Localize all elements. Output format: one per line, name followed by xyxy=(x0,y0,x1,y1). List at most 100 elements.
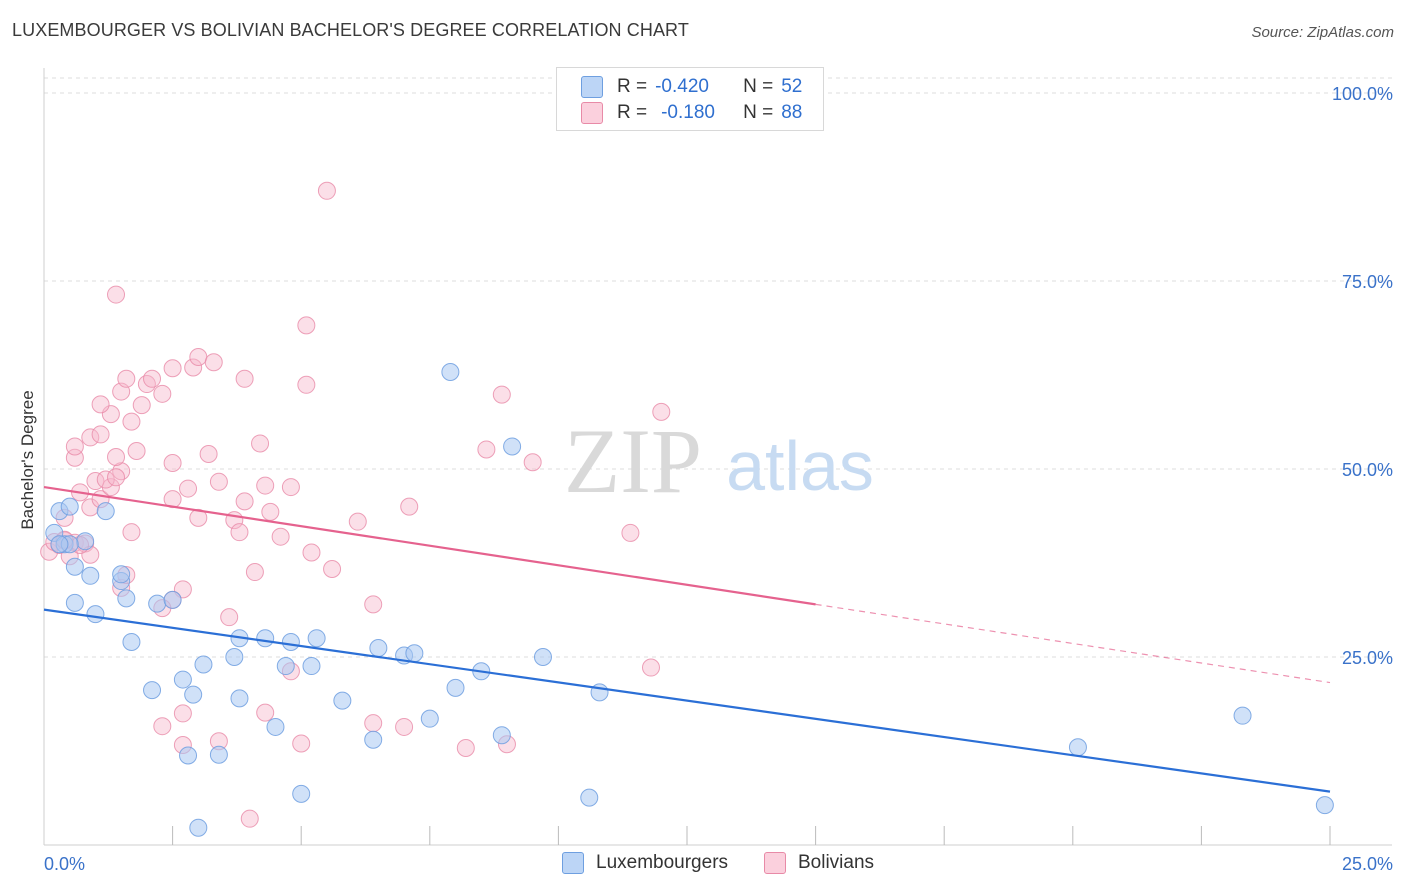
legend-n-value: 52 xyxy=(781,76,803,97)
bolivian-point xyxy=(107,447,126,466)
bolivian-point xyxy=(112,462,131,481)
series-name-bolivians: Bolivians xyxy=(798,852,875,873)
luxembourger-point xyxy=(179,746,198,765)
legend-swatch-pink xyxy=(581,102,603,124)
bolivian-point xyxy=(91,425,110,444)
bolivian-point xyxy=(297,316,316,335)
luxembourger-point xyxy=(302,657,321,676)
luxembourger-point xyxy=(81,566,100,585)
luxembourger-point xyxy=(1068,738,1087,757)
y-tick-label: 50.0% xyxy=(1342,460,1393,480)
luxembourger-point xyxy=(143,681,162,700)
series-legend-bolivians[interactable]: Bolivians xyxy=(764,852,874,874)
luxembourger-point xyxy=(503,437,522,456)
bolivian-point xyxy=(173,704,192,723)
luxembourger-point xyxy=(50,535,69,554)
luxembourger-point xyxy=(1233,706,1252,725)
bolivian-point xyxy=(456,738,475,757)
bolivian-point xyxy=(107,468,126,487)
bolivian-point xyxy=(400,497,419,516)
source-credit: Source: ZipAtlas.com xyxy=(1251,24,1394,41)
luxembourger-point xyxy=(148,594,167,613)
luxembourger-point xyxy=(112,565,131,584)
bolivian-point xyxy=(348,512,367,531)
bolivian-point xyxy=(153,717,172,736)
bolivian-point xyxy=(240,809,259,828)
series-name-luxembourgers: Luxembourgers xyxy=(596,852,729,873)
bolivian-point xyxy=(209,472,228,491)
y-tick-label: 25.0% xyxy=(1342,648,1393,668)
bolivian-point xyxy=(395,717,414,736)
tick-label-layer: 25.0% 50.0% 75.0% 100.0% 0.0% 25.0% xyxy=(44,84,1393,874)
bolivian-point xyxy=(127,441,146,460)
series-swatch-blue xyxy=(562,852,584,874)
bolivian-point xyxy=(235,492,254,511)
bolivian-point xyxy=(261,502,280,521)
bolivian-point xyxy=(122,412,141,431)
bolivian-point xyxy=(235,369,254,388)
watermark-atlas: atlas xyxy=(726,427,874,505)
luxembourger-point xyxy=(405,644,424,663)
legend-n-value: 88 xyxy=(781,102,803,123)
bolivian-point xyxy=(652,402,671,421)
bolivian-point xyxy=(364,595,383,614)
bolivian-trend-line xyxy=(43,485,816,606)
luxembourger-point xyxy=(65,557,84,576)
luxembourger-point xyxy=(225,648,244,667)
bolivian-point xyxy=(65,437,84,456)
legend-r-label: R = xyxy=(617,76,648,97)
bolivian-point xyxy=(137,375,156,394)
luxembourger-point xyxy=(96,502,115,521)
luxembourger-point xyxy=(533,648,552,667)
bolivian-point xyxy=(199,444,218,463)
luxembourger-point xyxy=(189,818,208,837)
x-tick-label-min: 0.0% xyxy=(44,854,85,874)
bolivian-point xyxy=(256,703,275,722)
bolivian-point xyxy=(204,353,223,372)
bolivian-point xyxy=(163,454,182,473)
bolivian-point xyxy=(317,181,336,200)
bolivian-point xyxy=(523,453,542,472)
bolivian-point xyxy=(230,523,249,542)
luxembourger-point xyxy=(580,788,599,807)
bolivian-point xyxy=(364,714,383,733)
stats-legend: R = -0.420 N = 52 R = -0.180 N = 88 xyxy=(556,67,824,131)
bolivian-point xyxy=(184,358,203,377)
bolivian-point xyxy=(122,523,141,542)
bolivian-point xyxy=(143,369,162,388)
bolivian-point xyxy=(302,543,321,562)
luxembourger-point xyxy=(76,532,95,551)
luxembourger-point xyxy=(307,629,326,648)
bolivian-point xyxy=(163,359,182,378)
luxembourger-point xyxy=(184,685,203,704)
luxembourger-trend-line xyxy=(43,608,1331,793)
chart-title: LUXEMBOURGER VS BOLIVIAN BACHELOR'S DEGR… xyxy=(12,20,689,40)
bolivian-point xyxy=(189,508,208,527)
luxembourger-point xyxy=(256,629,275,648)
bolivian-point xyxy=(281,478,300,497)
bolivian-point xyxy=(292,734,311,753)
luxembourger-point xyxy=(441,363,460,382)
trend-layer xyxy=(43,485,1331,793)
watermark-zip: ZIP xyxy=(564,410,702,512)
luxembourger-point xyxy=(117,589,136,608)
legend-row-bolivians: R = -0.180 N = 88 xyxy=(581,101,802,125)
y-tick-label: 75.0% xyxy=(1342,272,1393,292)
luxembourger-point xyxy=(446,678,465,697)
luxembourger-point xyxy=(86,605,105,624)
legend-n-label: N = xyxy=(743,102,774,123)
series-legend: Luxembourgers Bolivians xyxy=(0,852,1406,878)
bolivian-point xyxy=(179,479,198,498)
legend-r-value: -0.180 xyxy=(661,102,715,123)
bolivian-point xyxy=(492,385,511,404)
luxembourger-point xyxy=(65,593,84,612)
bolivian-point xyxy=(477,440,496,459)
bolivian-point xyxy=(107,285,126,304)
luxembourger-point xyxy=(209,745,228,764)
legend-row-luxembourgers: R = -0.420 N = 52 xyxy=(581,75,802,99)
series-legend-luxembourgers[interactable]: Luxembourgers xyxy=(562,852,728,874)
axis-layer xyxy=(43,68,1392,846)
legend-r-label: R = xyxy=(617,102,648,123)
bolivian-point xyxy=(297,375,316,394)
